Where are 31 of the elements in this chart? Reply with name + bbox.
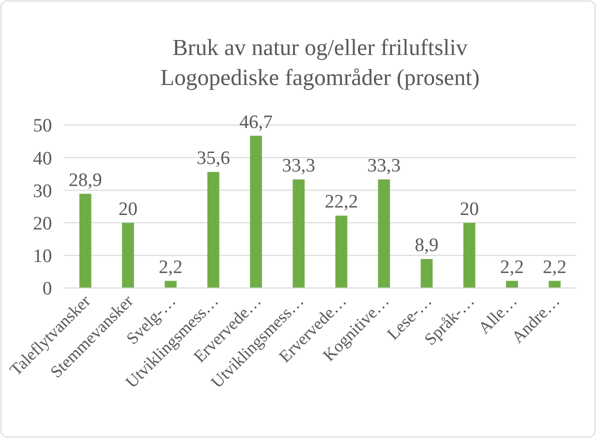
bar	[463, 222, 476, 288]
y-tick-label: 30	[33, 180, 52, 202]
y-tick-label: 40	[33, 148, 52, 170]
data-label: 2,2	[158, 256, 183, 278]
bar	[250, 136, 262, 288]
bar	[548, 280, 561, 288]
data-label: 2,2	[542, 256, 567, 278]
bar	[378, 179, 390, 288]
bar	[420, 258, 433, 288]
data-label: 28,9	[68, 170, 102, 191]
data-label: 33,3	[367, 155, 401, 176]
data-label: 35,6	[196, 148, 230, 169]
data-label: 46,7	[239, 112, 273, 133]
data-label: 20	[460, 198, 479, 220]
data-label: 33,3	[282, 155, 316, 176]
chart-title: Bruk av natur og/eller friluftsliv Logopediske fagområder (prosent)	[160, 35, 480, 90]
data-label: 20	[118, 198, 138, 220]
bar	[122, 222, 134, 288]
bar	[335, 216, 348, 288]
bar	[164, 280, 177, 288]
data-label: 22,2	[324, 192, 358, 213]
bar	[506, 280, 518, 288]
y-tick-label: 20	[33, 213, 52, 234]
bar	[207, 172, 220, 288]
y-tick-label: 10	[33, 246, 52, 268]
bar	[79, 194, 92, 288]
y-tick-label: 0	[42, 278, 52, 300]
y-tick-label: 50	[33, 116, 52, 137]
data-label: 8,9	[414, 234, 439, 256]
data-label: 2,2	[500, 256, 524, 278]
bar	[292, 179, 305, 288]
